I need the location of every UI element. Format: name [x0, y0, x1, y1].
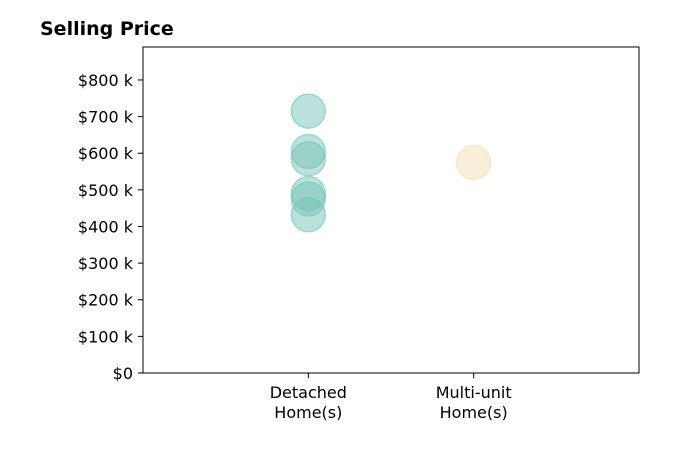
- point-detached: [290, 140, 327, 177]
- plot-area-frame: [142, 46, 640, 374]
- x-tick-label-multi: Home(s): [440, 403, 508, 422]
- y-tick-label: $100 k: [78, 327, 134, 346]
- y-tick-label: $400 k: [78, 217, 134, 236]
- point-detached: [290, 197, 327, 233]
- chart-title: Selling Price: [40, 18, 174, 40]
- point-detached: [290, 93, 327, 129]
- y-tick-label: $0: [113, 364, 133, 383]
- y-tick-label: $800 k: [78, 71, 134, 90]
- y-tick-label: $600 k: [78, 144, 134, 163]
- point-multi: [455, 144, 492, 181]
- y-tick-label: $700 k: [78, 108, 134, 127]
- x-tick-label-detached: Home(s): [274, 403, 342, 422]
- points-layer: [290, 93, 492, 233]
- y-tick-label: $300 k: [78, 254, 134, 273]
- y-tick-label: $200 k: [78, 291, 134, 310]
- x-tick-label-detached: Detached: [270, 383, 347, 402]
- y-tick-label: $500 k: [78, 181, 134, 200]
- x-tick-label-multi: Multi-unit: [436, 383, 512, 402]
- y-axis: $0 $100 k $200 k $300 k $400 k $500 k $600 k $7…: [78, 71, 143, 383]
